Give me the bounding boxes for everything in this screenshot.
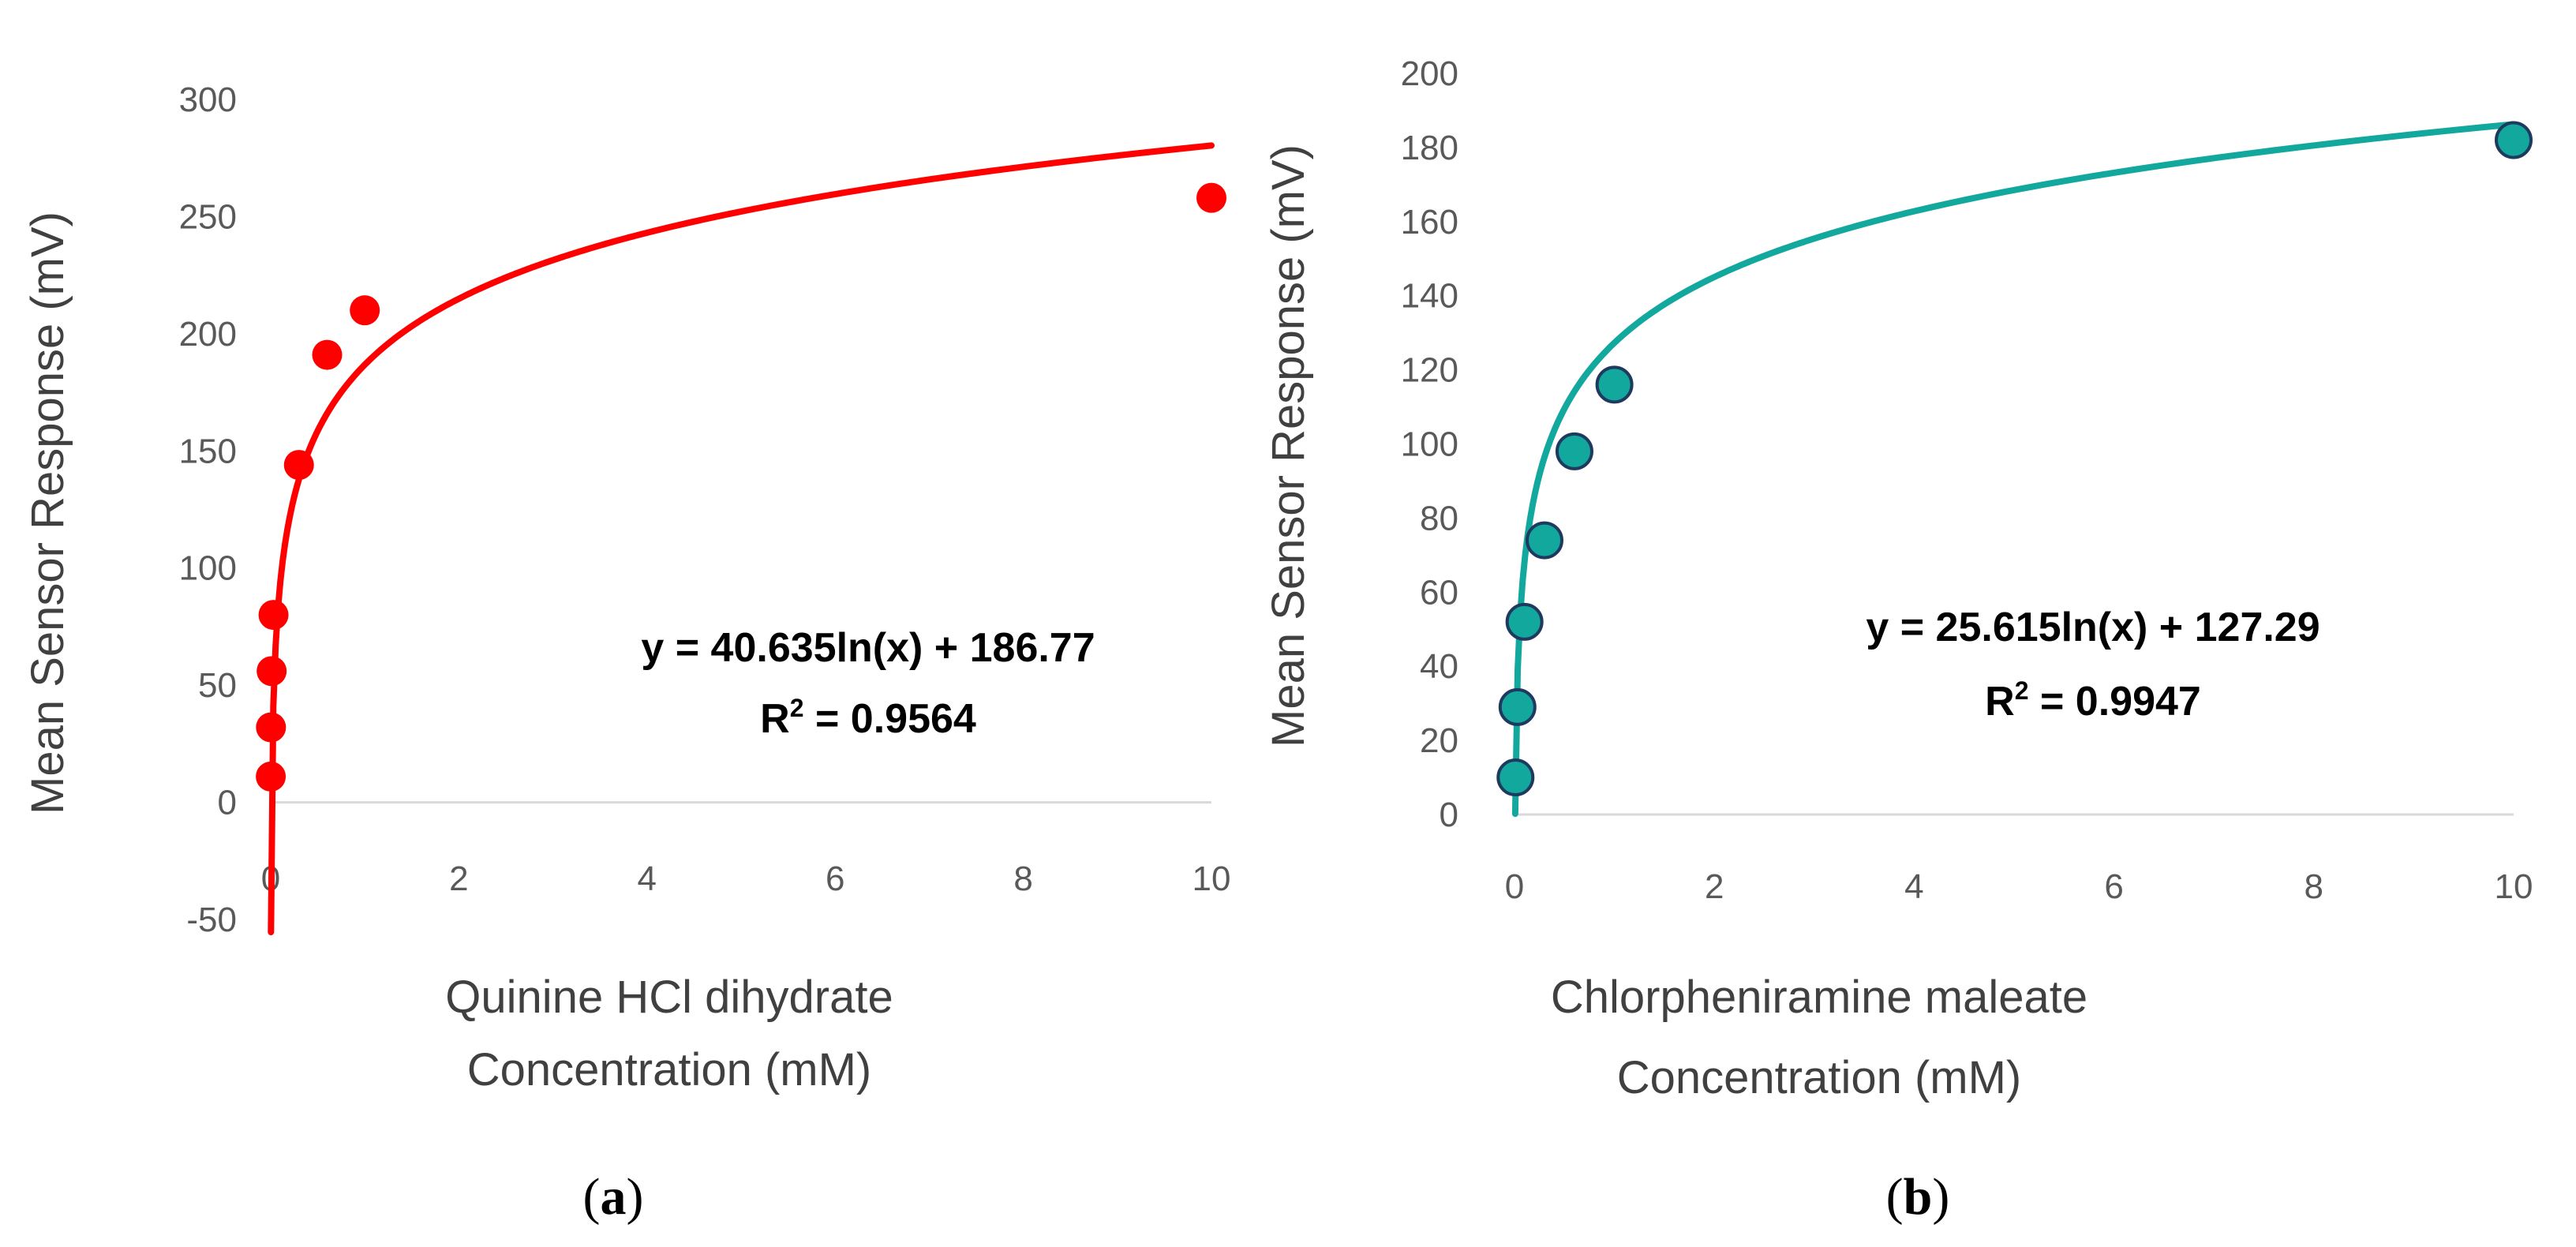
b-y-tick-label: 40	[1420, 647, 1458, 686]
a-y-tick-labels: -50 0 50 100 150 200 250 300	[179, 81, 237, 939]
a-x-axis-title-line1: Quinine HCl dihydrate	[445, 972, 893, 1023]
a-r2-value: = 0.9564	[804, 696, 976, 742]
b-y-tick-label: 60	[1420, 573, 1458, 612]
a-data-point	[256, 712, 286, 743]
a-x-tick-label: 10	[1193, 859, 1231, 898]
a-data-points	[256, 182, 1226, 792]
a-y-tick-label: 300	[179, 81, 237, 119]
a-r-squared: R2 = 0.9564	[760, 694, 976, 742]
a-x-axis-title-line2: Concentration (mM)	[467, 1044, 871, 1095]
a-x-tick-label: 8	[1013, 859, 1032, 898]
b-data-point	[1525, 521, 1563, 560]
b-y-tick-label: 20	[1420, 721, 1458, 760]
a-data-point	[256, 656, 287, 687]
b-x-tick-label: 8	[2305, 867, 2323, 906]
a-data-point	[283, 450, 314, 481]
a-y-tick-label: 100	[179, 549, 237, 588]
a-x-tick-labels: 0 2 4 6 8 10	[261, 859, 1231, 898]
b-x-tick-label: 2	[1705, 867, 1724, 906]
a-r2-label: R	[760, 696, 790, 742]
b-x-tick-label: 4	[1904, 867, 1923, 906]
b-data-point	[2495, 121, 2533, 159]
panel-label-a: (a)	[583, 1168, 644, 1226]
a-y-tick-label: 0	[218, 784, 237, 822]
b-y-tick-label: 200	[1401, 54, 1458, 93]
b-y-tick-labels: 0 20 40 60 80 100 120 140 160 180 200	[1401, 54, 1458, 834]
b-x-tick-label: 0	[1505, 867, 1524, 906]
a-y-axis-title: Mean Sensor Response (mV)	[22, 212, 73, 814]
b-data-point	[1595, 365, 1634, 404]
b-y-tick-label: 100	[1401, 425, 1458, 464]
a-r2-superscript: 2	[790, 694, 804, 722]
a-data-point	[258, 600, 289, 631]
b-data-point	[1555, 432, 1593, 470]
a-trendline	[268, 142, 1215, 936]
panel-label-b: (b)	[1886, 1168, 1950, 1226]
b-y-tick-label: 0	[1440, 796, 1458, 834]
b-y-tick-label: 160	[1401, 203, 1458, 242]
b-y-tick-label: 180	[1401, 129, 1458, 167]
a-y-tick-label: 150	[179, 432, 237, 470]
a-x-tick-label: 6	[826, 859, 844, 898]
a-trendline-equation: y = 40.635ln(x) + 186.77	[641, 625, 1095, 671]
b-x-tick-label: 6	[2104, 867, 2123, 906]
a-y-tick-label: 200	[179, 315, 237, 354]
b-r-squared: R2 = 0.9947	[1985, 676, 2201, 725]
a-y-tick-label: 50	[198, 666, 237, 705]
chart-b: 0 20 40 60 80 100 120 140 160 180 200 0 2 4 6 8 10 Mean…	[1263, 54, 2533, 1226]
b-r2-value: = 0.9947	[2029, 679, 2201, 725]
b-y-tick-label: 140	[1401, 277, 1458, 316]
b-x-axis-title-line2: Concentration (mM)	[1617, 1052, 2021, 1103]
b-data-points	[1496, 121, 2533, 797]
b-y-axis-title: Mean Sensor Response (mV)	[1263, 144, 1314, 747]
b-trendline-equation: y = 25.615ln(x) + 127.29	[1866, 605, 2320, 650]
chart-a: -50 0 50 100 150 200 250 300 0 2 4 6 8 10 Mean Senso…	[22, 81, 1230, 1226]
b-x-axis-title-line1: Chlorpheniramine maleate	[1551, 972, 2087, 1023]
b-trendline	[1511, 121, 2517, 818]
b-x-tick-labels: 0 2 4 6 8 10	[1505, 867, 2533, 906]
b-data-point	[1498, 687, 1537, 726]
a-data-point	[350, 295, 380, 326]
b-data-point	[1496, 758, 1535, 797]
a-data-point	[256, 761, 286, 792]
a-y-tick-label: 250	[179, 197, 237, 236]
a-x-tick-label: 2	[449, 859, 468, 898]
panel-label-a-letter: a	[601, 1168, 627, 1226]
b-r2-label: R	[1985, 679, 2015, 725]
b-y-tick-label: 120	[1401, 351, 1458, 390]
panel-label-b-letter: b	[1904, 1168, 1933, 1226]
a-data-point	[1196, 182, 1226, 213]
a-data-point	[312, 339, 343, 370]
a-x-tick-label: 4	[638, 859, 657, 898]
b-r2-superscript: 2	[2015, 676, 2029, 705]
b-data-point	[1505, 602, 1544, 641]
a-y-tick-label: -50	[186, 901, 237, 939]
b-y-tick-label: 80	[1420, 499, 1458, 537]
b-x-tick-label: 10	[2495, 867, 2533, 906]
